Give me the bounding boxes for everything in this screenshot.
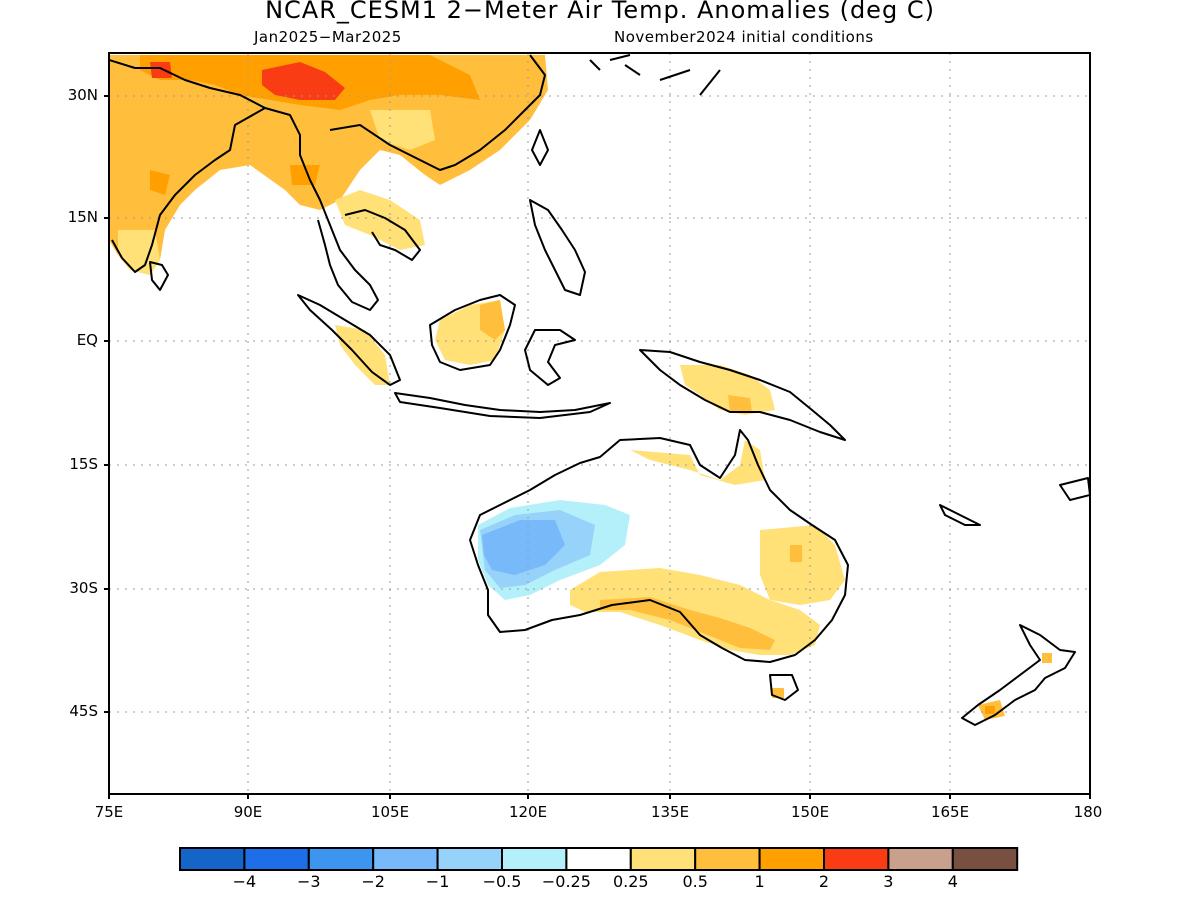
colorbar-swatch	[372, 847, 439, 871]
lon-label-90e: 90E	[233, 803, 263, 821]
colorbar-label: 0.5	[682, 872, 708, 891]
colorbar-label: 2	[818, 872, 830, 891]
colorbar-label: −3	[297, 872, 321, 891]
colorbar-swatch	[951, 847, 1019, 871]
lon-label-120e: 120E	[508, 803, 548, 821]
lat-label-15s: 15S	[69, 455, 98, 473]
initial-conditions: November2024 initial conditions	[614, 28, 874, 46]
colorbar-swatch	[887, 847, 954, 871]
colorbar-swatch	[243, 847, 310, 871]
lat-label-30n: 30N	[67, 86, 98, 104]
map-title: NCAR_CESM1 2−Meter Air Temp. Anomalies (…	[265, 0, 935, 24]
tibet-red-anomaly	[262, 62, 345, 100]
lat-label-15n: 15N	[67, 208, 98, 226]
lon-label-150e: 150E	[790, 803, 830, 821]
colorbar-label: −0.5	[482, 872, 522, 891]
map-frame	[108, 52, 1091, 795]
colorbar-label: 0.25	[612, 872, 649, 891]
forecast-period: Jan2025−Mar2025	[254, 28, 402, 46]
axis-ticks	[104, 95, 1091, 799]
anomaly-shading	[109, 55, 1052, 720]
lat-label-30s: 30S	[69, 579, 98, 597]
lat-label-45s: 45S	[69, 702, 98, 720]
colorbar-swatch	[629, 847, 697, 871]
colorbar-swatch	[436, 847, 504, 871]
colorbar-label: −4	[232, 872, 257, 891]
colorbar-label: 4	[947, 872, 958, 891]
colorbar-swatch	[179, 847, 246, 871]
colorbar-swatch	[501, 847, 568, 871]
lon-label-180: 180	[1073, 803, 1103, 821]
lon-label-135e: 135E	[650, 803, 690, 821]
colorbar-swatch	[758, 847, 825, 871]
lon-label-75e: 75E	[94, 803, 124, 821]
colorbar-swatch	[694, 847, 761, 871]
colorbar-label: −1	[425, 872, 450, 891]
coastlines	[109, 54, 1090, 726]
colorbar-label: 3	[883, 872, 894, 891]
colorbar-swatch	[823, 847, 890, 871]
lon-label-165e: 165E	[930, 803, 970, 821]
asia-warm-anomaly	[109, 55, 548, 275]
colorbar-swatch	[307, 847, 375, 871]
colorbar-label: −0.25	[541, 872, 591, 891]
new-guinea-anomaly	[680, 365, 775, 415]
colorbar-label: 1	[754, 872, 765, 891]
colorbar	[179, 847, 1019, 871]
lon-label-105e: 105E	[370, 803, 410, 821]
graticule	[109, 53, 1090, 794]
lat-label-eq: EQ	[76, 331, 98, 349]
colorbar-label: −2	[361, 872, 385, 891]
colorbar-swatch	[565, 847, 632, 871]
